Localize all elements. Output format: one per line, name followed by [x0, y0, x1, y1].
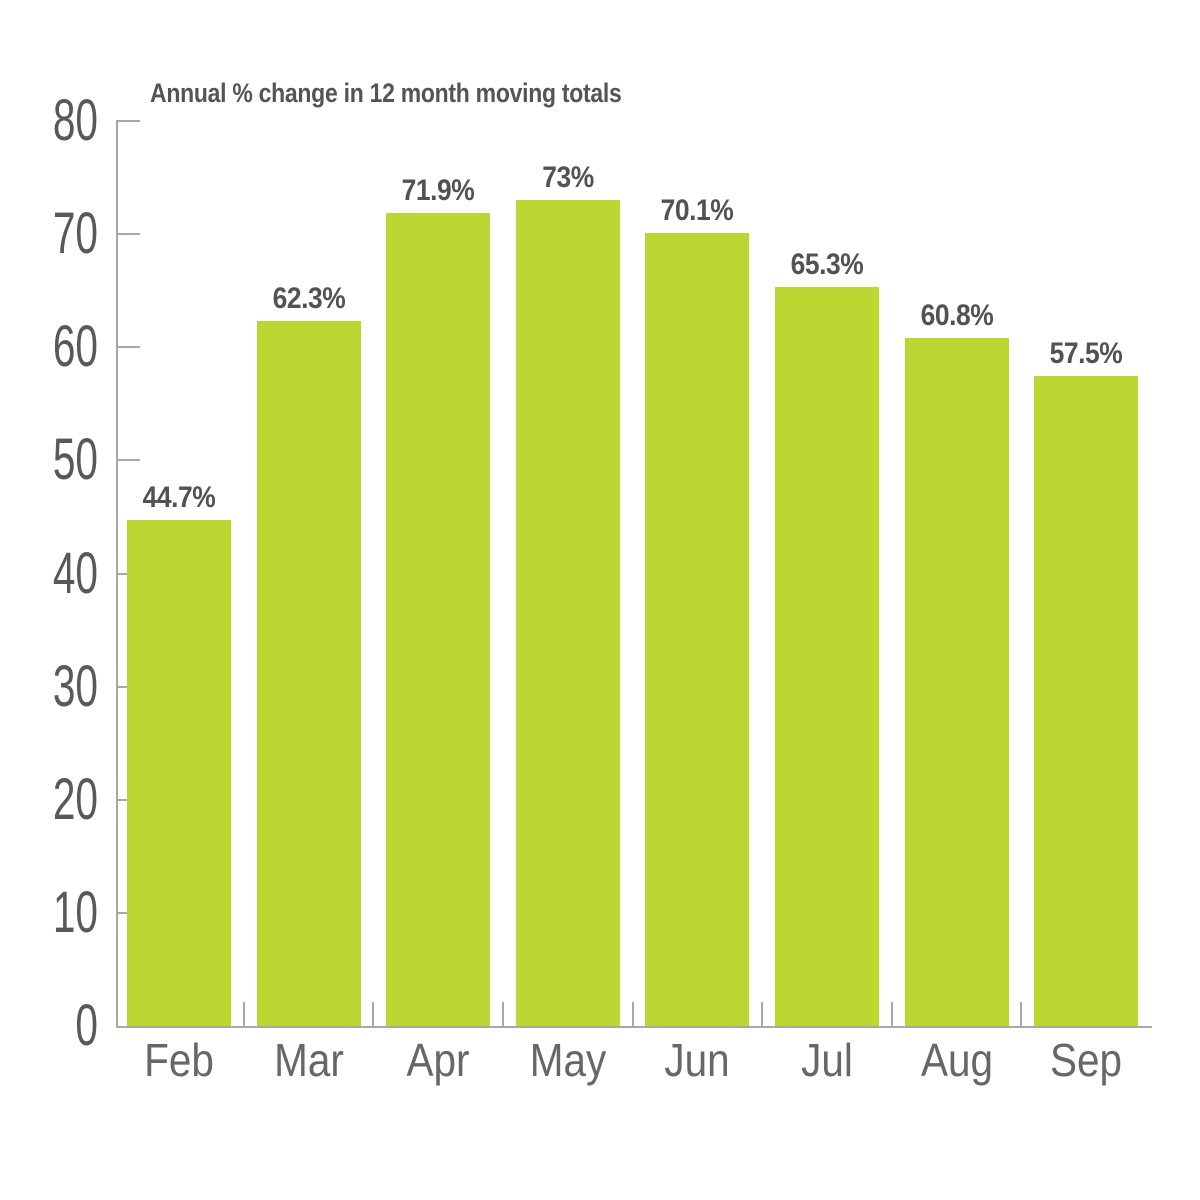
bar-value-label: 65.3%	[790, 248, 864, 282]
x-tick-label-sep: Sep	[1050, 1034, 1123, 1086]
bar-value-label: 73%	[542, 161, 594, 195]
y-tick-label: 70	[52, 201, 98, 267]
y-tick-label: 10	[52, 879, 98, 945]
chart-title: Annual % change in 12 month moving total…	[150, 78, 622, 108]
x-axis-tick	[242, 1002, 245, 1026]
x-axis-tick	[631, 1002, 634, 1026]
y-tick-label: 50	[52, 427, 98, 493]
x-tick-label-jul: Jul	[801, 1034, 853, 1086]
x-tick-label-mar: Mar	[273, 1034, 344, 1086]
x-tick-label-jun: Jun	[664, 1034, 731, 1086]
x-axis-tick	[761, 1002, 764, 1026]
x-axis-line	[116, 1026, 1152, 1028]
y-tick-label: 80	[52, 88, 98, 153]
bar-value-label: 44.7%	[142, 481, 216, 515]
x-tick-label-feb: Feb	[144, 1034, 214, 1086]
y-axis-tick	[116, 459, 140, 462]
bar-value-label: 62.3%	[272, 282, 345, 316]
bar-mar	[256, 321, 361, 1026]
bar-aug	[904, 338, 1009, 1026]
bar-jun	[645, 232, 750, 1026]
bar-value-label: 57.5%	[1049, 336, 1123, 370]
bar-may	[515, 200, 620, 1026]
y-tick-label: 20	[52, 766, 98, 832]
y-tick-label: 0	[75, 993, 98, 1058]
x-axis-tick	[502, 1002, 504, 1026]
bar-feb	[127, 520, 231, 1026]
y-axis-line	[116, 121, 118, 1028]
x-axis-tick	[372, 1002, 375, 1026]
bar-value-label: 60.8%	[920, 299, 993, 333]
bar-value-label: 71.9%	[401, 173, 475, 207]
bar-value-label: 70.1%	[661, 193, 734, 227]
y-axis-tick	[116, 120, 140, 122]
x-tick-label-may: May	[529, 1034, 607, 1086]
x-tick-label-aug: Aug	[920, 1034, 993, 1086]
y-axis-tick	[116, 233, 140, 236]
y-tick-label: 60	[52, 314, 98, 380]
bar-apr	[386, 212, 491, 1026]
bar-jul	[775, 287, 879, 1026]
x-axis-tick	[1020, 1002, 1023, 1026]
x-axis-tick	[890, 1002, 893, 1026]
y-tick-label: 30	[52, 653, 98, 719]
x-tick-label-apr: Apr	[406, 1034, 470, 1086]
bar-sep	[1034, 375, 1139, 1026]
y-axis-tick	[116, 346, 140, 349]
y-tick-label: 40	[52, 540, 98, 606]
